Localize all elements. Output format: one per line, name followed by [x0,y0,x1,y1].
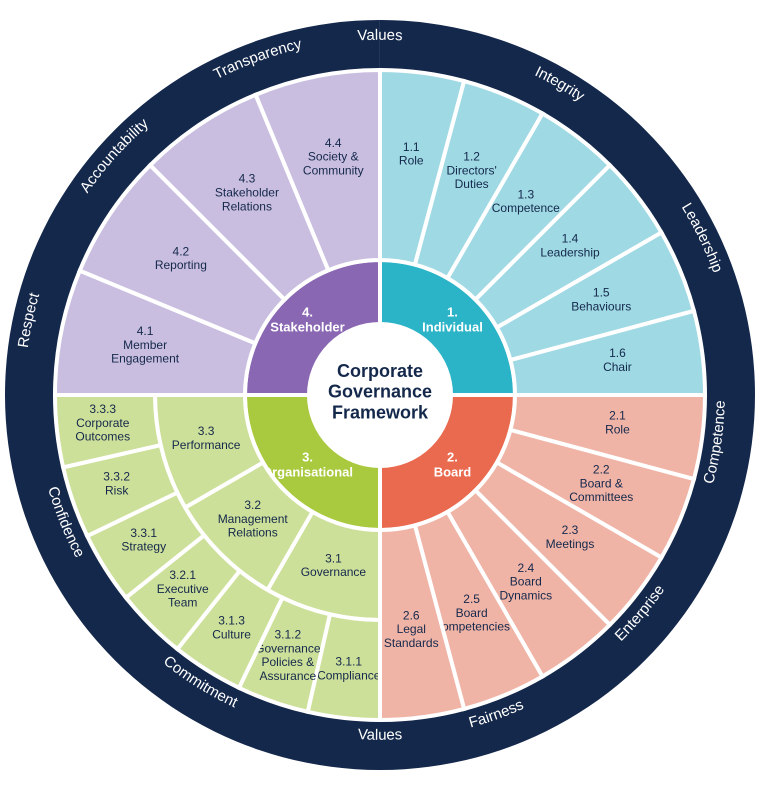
rim-label-values: Values [357,726,402,744]
governance-wheel-diagram: 1.Individual1.1Role1.2Directors'Duties1.… [0,0,760,790]
slice-label-3-3-2: 3.3.2Risk [103,470,130,498]
center-title: CorporateGovernanceFramework [328,361,432,422]
rim-label-values: Values [357,27,403,45]
